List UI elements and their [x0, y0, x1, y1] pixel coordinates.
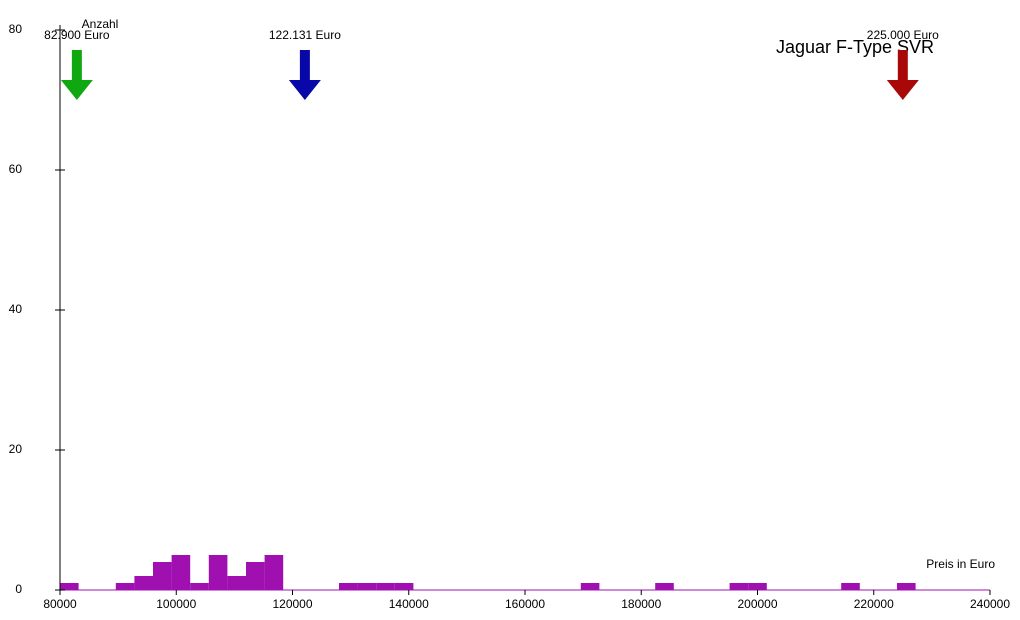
x-tick-label: 220000 [854, 597, 894, 611]
price-label: 122.131 Euro [269, 28, 341, 42]
bar [580, 583, 600, 590]
bar [841, 583, 860, 590]
y-tick-label: 20 [9, 442, 23, 456]
bar [60, 583, 79, 590]
price-label: 225.000 Euro [867, 28, 939, 42]
x-tick-label: 200000 [737, 597, 777, 611]
x-tick-label: 80000 [43, 597, 77, 611]
y-axis-label: Anzahl [82, 17, 119, 31]
bar [153, 562, 172, 590]
y-tick-label: 0 [15, 582, 22, 596]
x-axis-label: Preis in Euro [926, 557, 995, 571]
y-tick-label: 80 [9, 22, 23, 36]
bar [134, 576, 153, 590]
bar [729, 583, 749, 590]
y-tick-label: 40 [9, 302, 23, 316]
chart-title: Jaguar F-Type SVR [776, 37, 934, 57]
bar [227, 576, 246, 590]
bar [339, 583, 358, 590]
x-tick-label: 120000 [272, 597, 312, 611]
bar [655, 583, 674, 590]
bar [115, 583, 135, 590]
bar [376, 583, 395, 590]
price-label: 82.900 Euro [44, 28, 110, 42]
x-tick-label: 240000 [970, 597, 1010, 611]
bar [357, 583, 377, 590]
x-tick-label: 100000 [156, 597, 196, 611]
y-tick-label: 60 [9, 162, 23, 176]
x-tick-label: 160000 [505, 597, 545, 611]
bar [897, 583, 916, 590]
bar [171, 555, 191, 590]
price-arrow [288, 50, 321, 100]
bar [246, 562, 265, 590]
bar [394, 583, 414, 590]
bar [264, 555, 284, 590]
bar [190, 583, 209, 590]
x-tick-label: 180000 [621, 597, 661, 611]
bar [748, 583, 767, 590]
bar [208, 555, 228, 590]
price-arrow [886, 50, 919, 100]
price-arrow [60, 50, 93, 100]
x-tick-label: 140000 [389, 597, 429, 611]
